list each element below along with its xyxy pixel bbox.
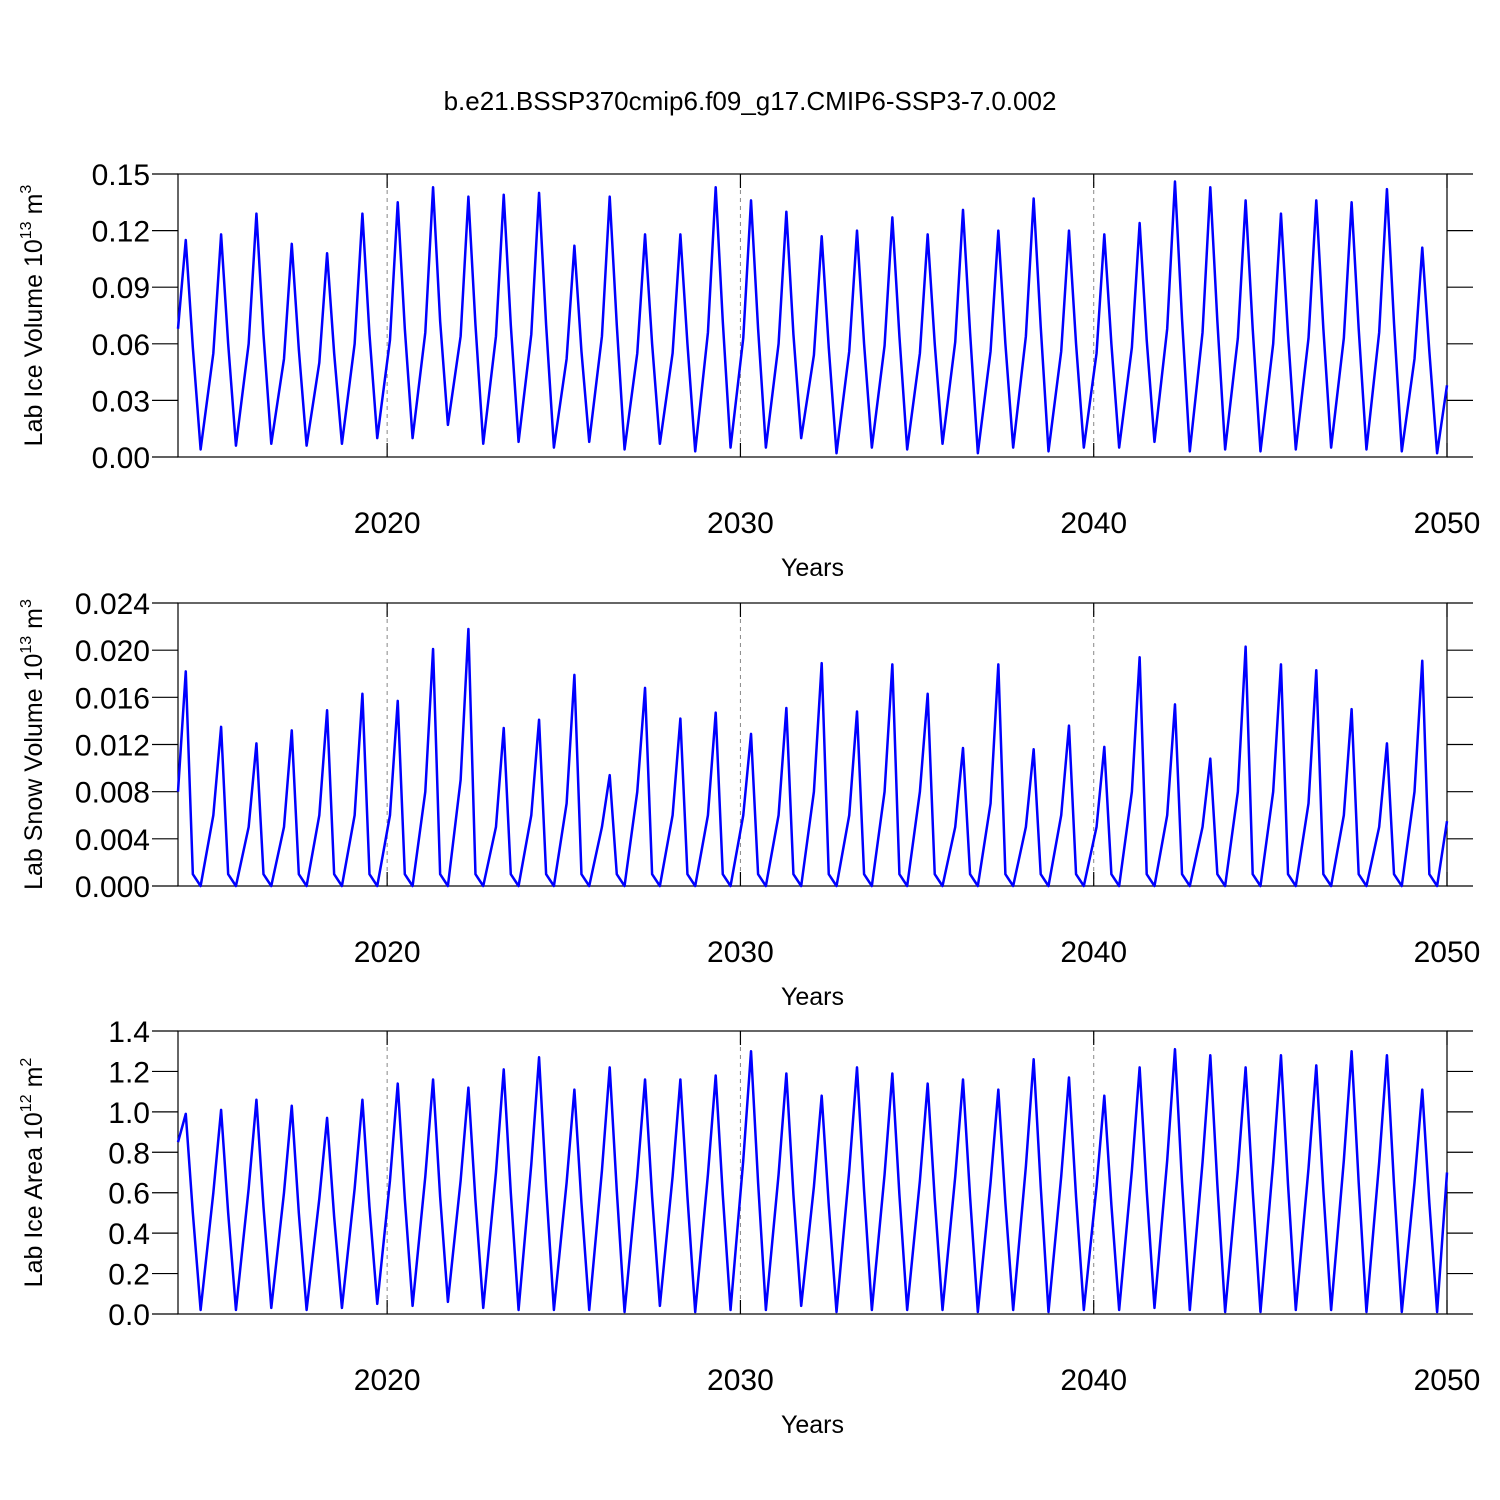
x-tick-label: 2040 <box>1060 507 1127 540</box>
y-tick-label: 0.020 <box>75 635 150 668</box>
x-tick-label: 2050 <box>1414 1364 1481 1397</box>
y-label-unit: m <box>20 1067 48 1088</box>
x-tick-label: 2030 <box>707 1364 774 1397</box>
y-tick-label: 0.15 <box>92 159 150 192</box>
y-label-text: Lab Ice Area 10 <box>20 1112 48 1287</box>
y-tick-label: 0.12 <box>92 216 150 249</box>
y-tick-label: 0.4 <box>108 1218 150 1251</box>
y-tick-label: 1.0 <box>108 1097 150 1130</box>
data-line <box>176 1047 1449 1314</box>
x-axis-label: Years <box>781 1411 844 1439</box>
y-label-exponent: 13 <box>18 636 35 654</box>
x-tick-label: 2050 <box>1414 936 1481 969</box>
y-tick-label: 0.09 <box>92 272 150 305</box>
x-tick-label: 2030 <box>707 507 774 540</box>
y-label-exponent: 13 <box>18 221 35 239</box>
y-label-unit-exponent: 3 <box>18 185 35 194</box>
x-tick-label: 2030 <box>707 936 774 969</box>
y-tick-label: 1.2 <box>108 1056 150 1089</box>
y-tick-label: 0.016 <box>75 682 150 715</box>
y-tick-label: 0.0 <box>108 1299 150 1332</box>
x-axis-label: Years <box>781 554 844 582</box>
y-axis-label: Lab Snow Volume 1013 m3 <box>18 599 48 890</box>
y-label-unit: m <box>20 608 48 629</box>
y-axis-label: Lab Ice Volume 1013 m3 <box>18 185 48 447</box>
y-tick-label: 0.00 <box>92 442 150 475</box>
data-line <box>176 180 1449 455</box>
x-tick-label: 2040 <box>1060 936 1127 969</box>
y-label-exponent: 12 <box>18 1094 35 1112</box>
x-axis-label: Years <box>781 983 844 1011</box>
y-label-unit-exponent: 3 <box>18 599 35 608</box>
y-tick-label: 0.6 <box>108 1178 150 1211</box>
y-label-text: Lab Snow Volume 10 <box>20 654 48 890</box>
y-tick-label: 0.000 <box>75 871 150 904</box>
x-tick-label: 2050 <box>1414 507 1481 540</box>
y-tick-label: 0.004 <box>75 824 150 857</box>
y-tick-label: 0.008 <box>75 777 150 810</box>
y-tick-label: 1.4 <box>108 1016 150 1049</box>
y-label-text: Lab Ice Volume 10 <box>20 239 48 446</box>
y-tick-label: 0.06 <box>92 329 150 362</box>
y-tick-label: 0.024 <box>75 588 150 621</box>
x-tick-label: 2020 <box>354 507 421 540</box>
x-tick-label: 2020 <box>354 1364 421 1397</box>
figure-title: b.e21.BSSP370cmip6.f09_g17.CMIP6-SSP3-7.… <box>444 86 1057 116</box>
y-tick-label: 0.03 <box>92 385 150 418</box>
data-line <box>176 627 1449 888</box>
x-tick-label: 2040 <box>1060 1364 1127 1397</box>
y-tick-label: 0.012 <box>75 730 150 763</box>
y-label-unit-exponent: 2 <box>18 1058 35 1067</box>
y-axis-label: Lab Ice Area 1012 m2 <box>18 1058 48 1288</box>
x-tick-label: 2020 <box>354 936 421 969</box>
y-tick-label: 0.8 <box>108 1137 150 1170</box>
y-label-unit: m <box>20 194 48 215</box>
y-tick-label: 0.2 <box>108 1259 150 1292</box>
